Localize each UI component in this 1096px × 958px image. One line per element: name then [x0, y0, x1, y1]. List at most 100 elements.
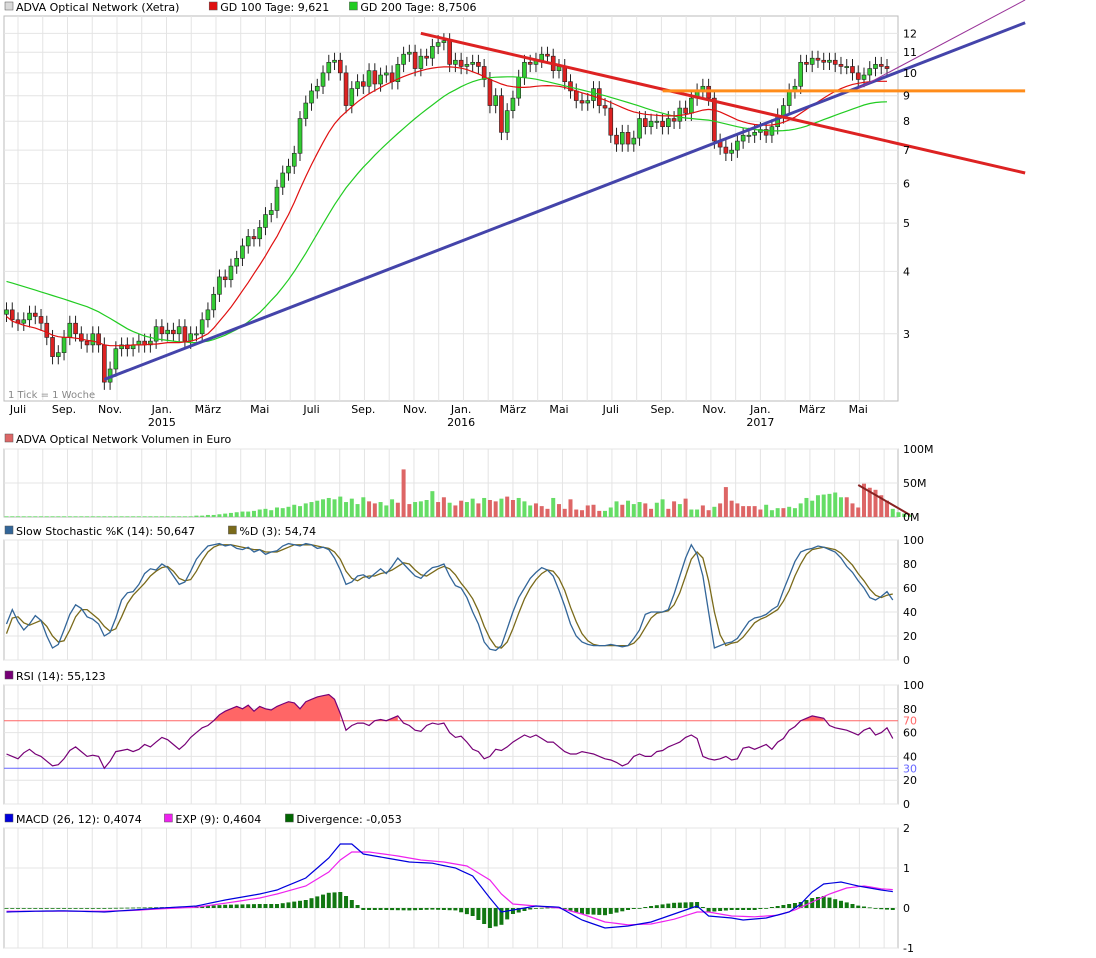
macd-divergence-bar-145 — [838, 900, 843, 908]
volume-bar-88 — [510, 500, 515, 517]
macd-divergence-bar-144 — [833, 899, 838, 908]
price-y-tick-4: 7 — [903, 144, 910, 157]
macd-divergence-bar-115 — [666, 903, 671, 908]
volume-bar-80 — [464, 502, 469, 517]
candle-17 — [102, 344, 107, 383]
volume-bar-42 — [246, 511, 251, 517]
volume-bar-32 — [188, 516, 193, 518]
macd-divergence-bar-47 — [274, 904, 279, 908]
macd-divergence-bar-40 — [234, 904, 239, 908]
candle-91 — [527, 61, 533, 65]
candle-29 — [171, 329, 176, 335]
candle-111 — [643, 118, 648, 128]
macd-divergence-bar-97 — [562, 908, 567, 909]
volume-bar-135 — [781, 508, 786, 517]
price-y-tick-0: 3 — [903, 328, 910, 341]
macd-divergence-bar-134 — [775, 906, 780, 908]
price-y-tick-2: 5 — [903, 217, 910, 230]
candle-36 — [211, 293, 216, 311]
macd-divergence-bar-37 — [217, 905, 222, 908]
macd-divergence-bar-67 — [390, 908, 395, 911]
rsi-y-tick-4: 80 — [903, 703, 917, 716]
volume-bar-7 — [44, 516, 49, 518]
stoch-legend-label-1: %D (3): 54,74 — [239, 525, 316, 538]
volume-bar-25 — [148, 516, 153, 518]
volume-bar-70 — [407, 504, 412, 517]
volume-bar-53 — [309, 502, 314, 517]
macd-divergence-bar-16 — [96, 908, 101, 909]
volume-legend-swatch-0 — [4, 433, 14, 443]
candle-47 — [274, 186, 280, 211]
chart-marks — [4, 0, 1026, 929]
macd-divergence-bar-139 — [804, 900, 809, 908]
volume-bar-89 — [516, 497, 521, 517]
macd-legend-swatch-0 — [4, 813, 14, 823]
volume-bar-110 — [637, 502, 642, 517]
candle-93 — [539, 53, 545, 61]
candle-6 — [38, 316, 44, 324]
candle-55 — [320, 72, 326, 87]
volume-bar-86 — [499, 498, 504, 517]
price-year-label-1: 2016 — [447, 416, 475, 429]
macd-divergence-bar-52 — [303, 900, 308, 908]
price-y-tick-6: 9 — [903, 90, 910, 103]
candle-126 — [729, 149, 734, 154]
macd-divergence-bar-75 — [436, 908, 441, 910]
volume-bar-115 — [666, 508, 671, 517]
volume-bar-142 — [821, 494, 826, 517]
candle-73 — [424, 55, 429, 59]
macd-divergence-bar-81 — [470, 908, 475, 916]
stoch-legend-swatch-0 — [4, 525, 14, 535]
macd-divergence-bar-38 — [223, 904, 228, 908]
macd-divergence-bar-63 — [367, 908, 372, 910]
candle-66 — [384, 72, 389, 76]
candle-31 — [182, 326, 188, 342]
candle-151 — [873, 64, 878, 69]
candle-35 — [205, 309, 211, 321]
macd-divergence-bar-129 — [746, 908, 751, 910]
volume-bar-92 — [533, 503, 538, 517]
volume-bar-109 — [631, 504, 636, 517]
candle-85 — [493, 95, 498, 106]
macd-divergence-bar-79 — [459, 908, 464, 913]
candle-11 — [67, 322, 73, 338]
macd-divergence-bar-48 — [280, 903, 285, 908]
macd-divergence-bar-41 — [240, 904, 245, 908]
macd-divergence-bar-89 — [516, 908, 521, 913]
candle-128 — [740, 134, 746, 142]
volume-bar-56 — [326, 497, 331, 517]
volume-bar-12 — [73, 516, 78, 518]
macd-divergence-bar-83 — [482, 908, 487, 924]
macd-divergence-bar-154 — [890, 908, 895, 910]
volume-bar-143 — [827, 493, 832, 517]
volume-bar-10 — [62, 516, 67, 518]
macd-divergence-bar-123 — [712, 908, 717, 912]
volume-bar-77 — [447, 502, 452, 517]
volume-bar-45 — [263, 508, 268, 517]
price-tick-note: 1 Tick = 1 Woche — [8, 390, 95, 401]
candle-57 — [332, 59, 337, 63]
volume-bar-130 — [752, 506, 757, 517]
volume-bar-66 — [384, 505, 389, 517]
volume-bar-73 — [424, 500, 429, 517]
macd-y-tick-3: 2 — [903, 822, 910, 835]
candle-125 — [723, 146, 729, 154]
candle-13 — [79, 333, 84, 342]
macd-divergence-bar-73 — [424, 908, 429, 910]
macd-divergence-bar-12 — [73, 908, 78, 909]
macd-divergence-bar-65 — [378, 908, 383, 910]
candle-27 — [159, 326, 165, 335]
volume-bar-34 — [200, 515, 205, 517]
macd-divergence-bar-107 — [620, 908, 625, 912]
macd-divergence-bar-2 — [16, 908, 21, 909]
price-y-tick-9: 12 — [903, 27, 917, 40]
rsi-y-tick-5: 100 — [903, 679, 924, 692]
candle-106 — [614, 134, 619, 145]
macd-divergence-bar-126 — [729, 908, 734, 910]
volume-bar-112 — [649, 508, 654, 517]
macd-divergence-bar-60 — [349, 900, 354, 908]
macd-divergence-bar-24 — [142, 907, 147, 909]
candle-1 — [9, 309, 15, 321]
volume-bar-51 — [298, 506, 303, 517]
rsi-level-label-1: 30 — [903, 762, 917, 775]
